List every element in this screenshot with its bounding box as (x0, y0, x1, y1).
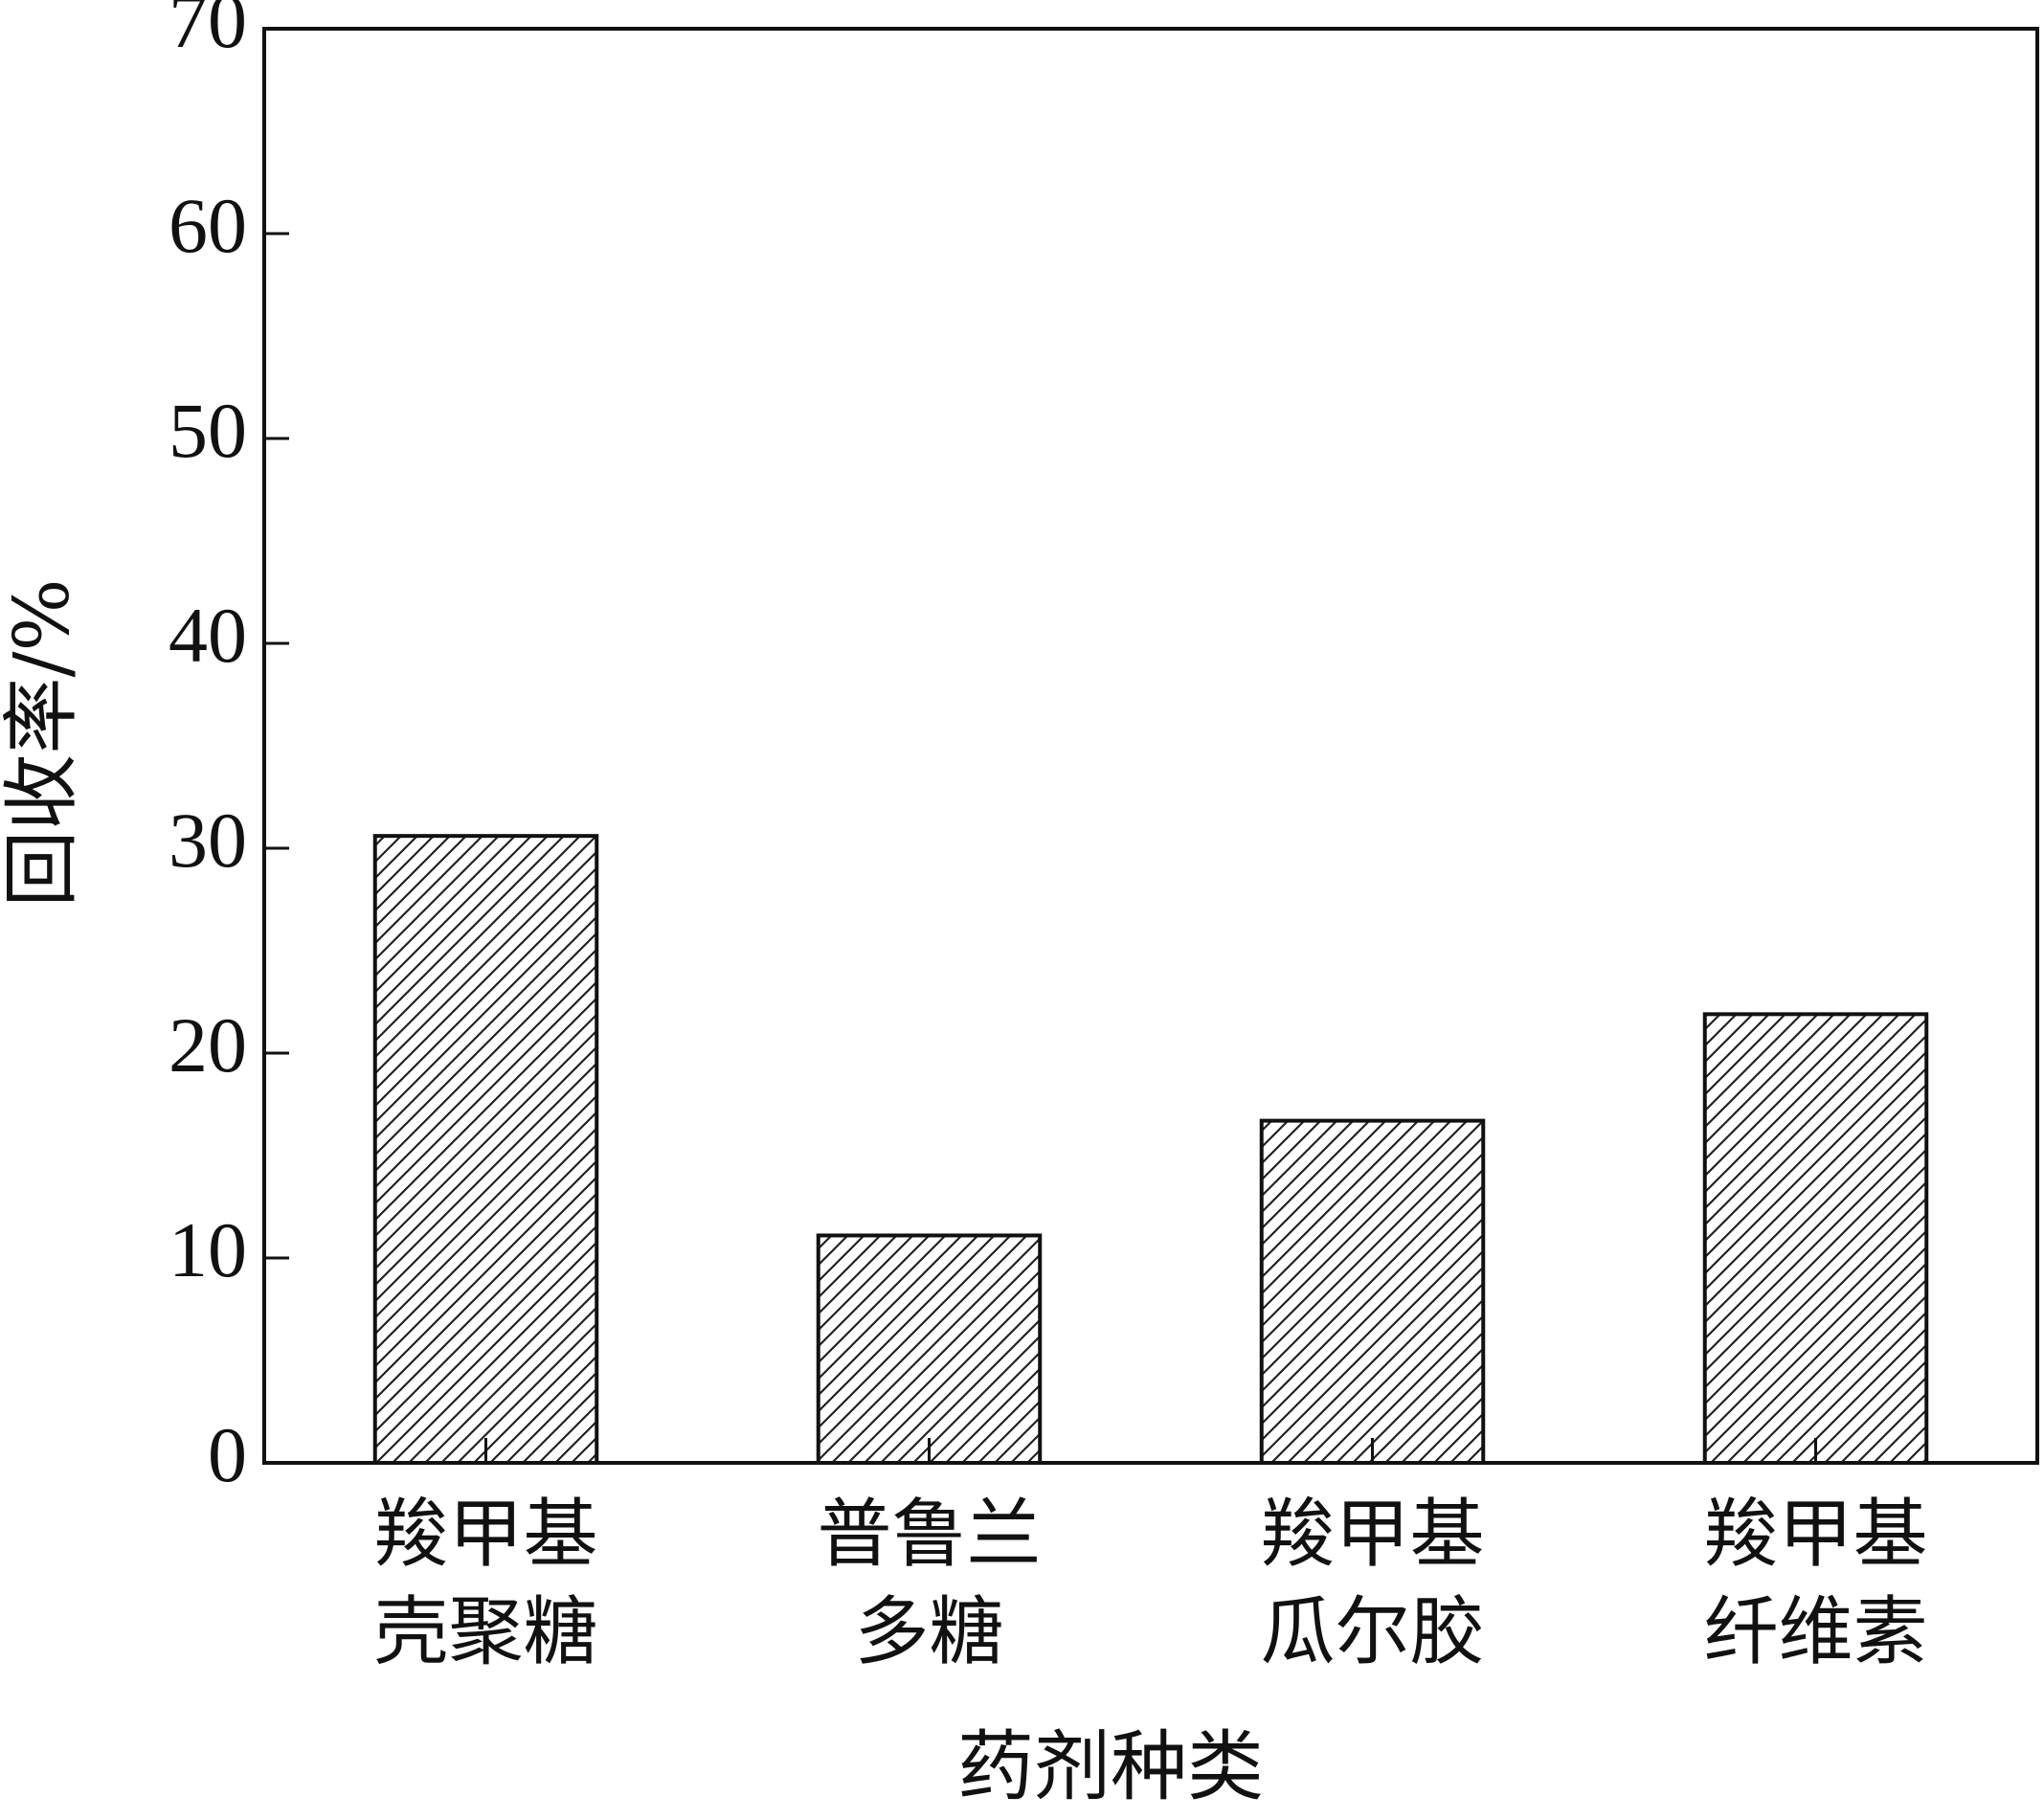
y-tick-label: 0 (208, 1411, 247, 1498)
y-tick-label: 10 (168, 1206, 247, 1293)
y-tick-label: 40 (168, 592, 247, 679)
plot-frame (262, 27, 2039, 1465)
x-tick-label: 羧甲基瓜尔胶 (1260, 1492, 1484, 1675)
bar (1702, 1012, 1929, 1465)
x-tick-label: 羧甲基纤维素 (1703, 1492, 1927, 1675)
x-tick-label: 羧甲基壳聚糖 (373, 1492, 597, 1675)
y-tick-label: 30 (168, 797, 247, 884)
y-tick-label: 60 (168, 182, 247, 269)
bar (372, 834, 599, 1465)
x-axis-title: 药剂种类 (957, 1722, 1264, 1811)
y-axis-title: 回收率/% (0, 579, 86, 908)
x-tick-label: 普鲁兰多糖 (817, 1492, 1041, 1675)
y-tick-label: 50 (168, 387, 247, 474)
bar (816, 1233, 1043, 1465)
y-tick-label: 20 (168, 1001, 247, 1089)
bar (1259, 1118, 1486, 1465)
y-tick-label: 70 (168, 0, 247, 64)
